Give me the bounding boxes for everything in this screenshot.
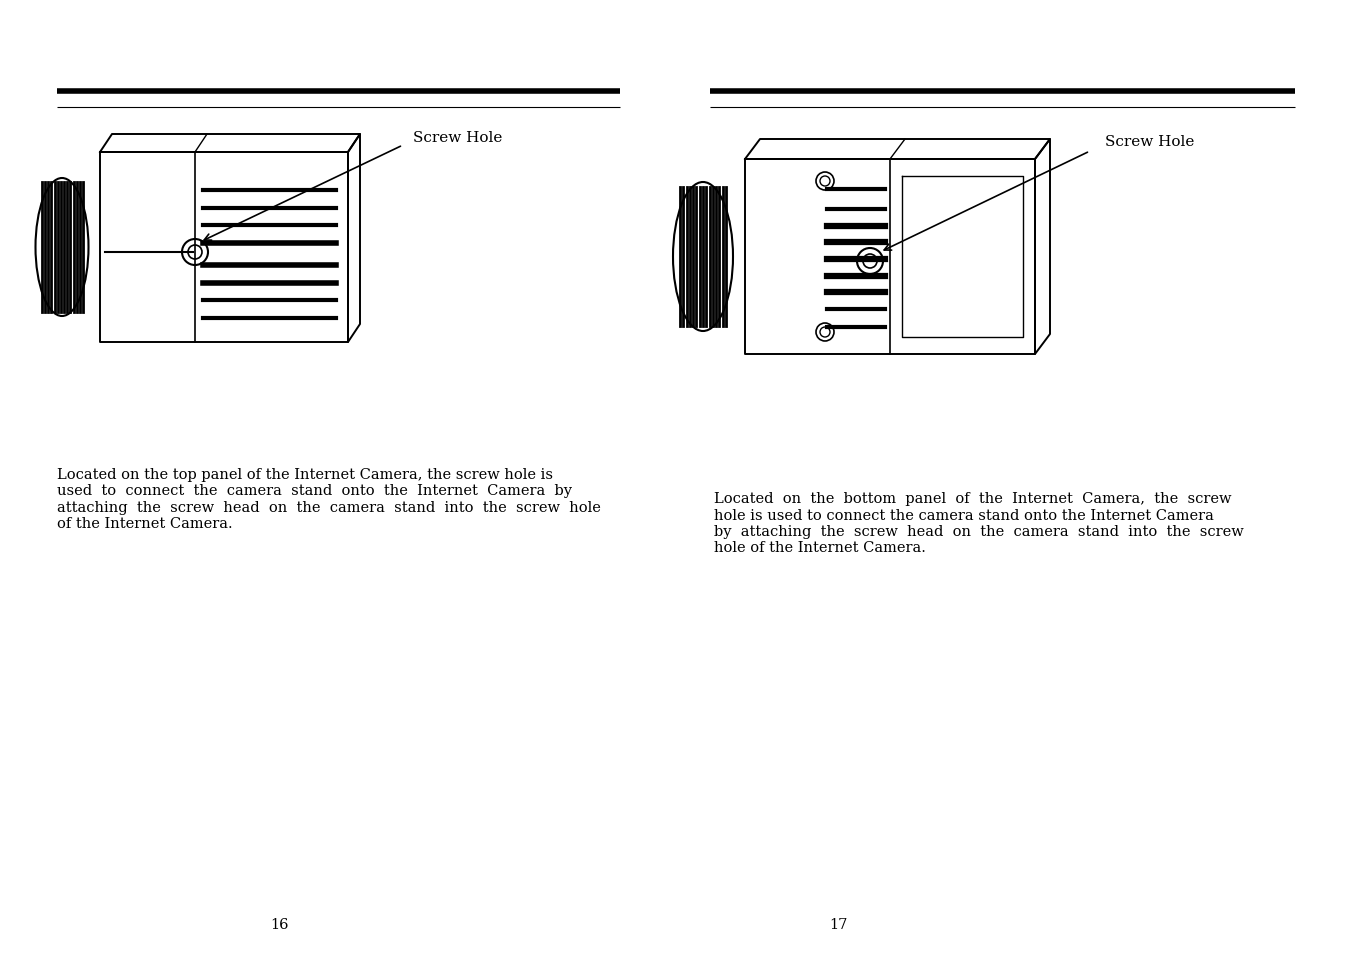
Text: hole is used to connect the camera stand onto the Internet Camera: hole is used to connect the camera stand… <box>713 508 1215 522</box>
Text: 17: 17 <box>828 917 847 931</box>
Text: used  to  connect  the  camera  stand  onto  the  Internet  Camera  by: used to connect the camera stand onto th… <box>57 484 571 498</box>
Text: Located on the top panel of the Internet Camera, the screw hole is: Located on the top panel of the Internet… <box>57 468 553 481</box>
Text: hole of the Internet Camera.: hole of the Internet Camera. <box>713 541 925 555</box>
Text: by  attaching  the  screw  head  on  the  camera  stand  into  the  screw: by attaching the screw head on the camer… <box>713 524 1244 538</box>
Text: of the Internet Camera.: of the Internet Camera. <box>57 517 232 531</box>
Text: 16: 16 <box>270 917 289 931</box>
Text: Screw Hole: Screw Hole <box>413 131 503 145</box>
Text: attaching  the  screw  head  on  the  camera  stand  into  the  screw  hole: attaching the screw head on the camera s… <box>57 500 601 515</box>
Text: Screw Hole: Screw Hole <box>1105 135 1194 149</box>
Text: Located  on  the  bottom  panel  of  the  Internet  Camera,  the  screw: Located on the bottom panel of the Inter… <box>713 492 1232 505</box>
